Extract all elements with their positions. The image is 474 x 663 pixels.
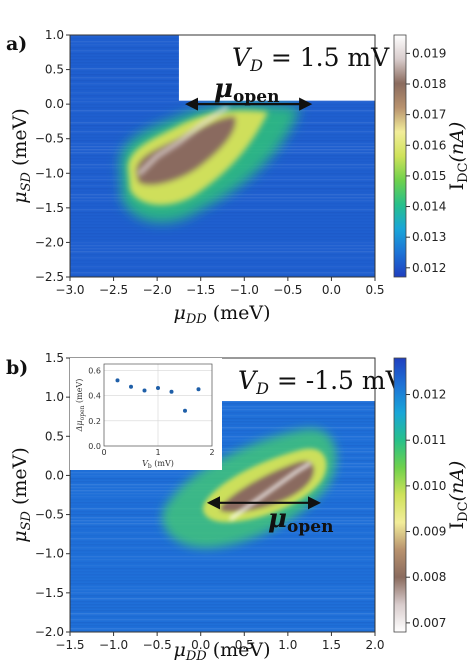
x-tick-label-a: 0.5 [365, 283, 384, 297]
y-tick-label-b: −0.5 [35, 508, 64, 522]
colorbar-tick-label-b: 0.011 [412, 433, 446, 447]
mu-open-label-a: μopen [214, 74, 279, 107]
y-tick-label-b: 0.0 [45, 468, 64, 482]
colorbar-label-a: IDC(nA) [446, 122, 471, 191]
y-tick-label-a: 1.0 [45, 28, 64, 42]
inset-chart: 0 1 2 0.0 0.2 0.4 0.6 Vb (mV) Δμopen (meV) [70, 358, 222, 470]
x-tick-label-a: −2.5 [99, 283, 128, 297]
panel-label-a: a) [6, 33, 27, 55]
x-tick-label-b: 0.0 [191, 638, 210, 652]
x-tick-label-a: −2.0 [143, 283, 172, 297]
colorbar-tick-label-a: 0.016 [412, 138, 446, 152]
annotation-vd-a: VD = 1.5 mV [232, 43, 390, 75]
x-tick-label-b: 0.5 [235, 638, 254, 652]
x-tick-label-a: −1.5 [186, 283, 215, 297]
inset-x-label: Vb (mV) [142, 459, 174, 470]
x-tick-label-b: −1.5 [55, 638, 84, 652]
inset-y-tick-label: 0.4 [88, 392, 101, 401]
colorbar-tick-label-a: 0.012 [412, 261, 446, 275]
inset-x-tick-label: 1 [155, 448, 160, 457]
colorbar-tick-label-b: 0.012 [412, 388, 446, 402]
axes-frame-b [69, 357, 376, 633]
y-tick-label-b: −2.0 [35, 625, 64, 639]
heatmap-a [69, 34, 376, 278]
y-tick-label-a: −1.5 [35, 201, 64, 215]
panel-b: b) −1.5 −1.0 −0.5 0.0 0.5 1.0 1.5 2.0 −2.0−1.5−… [6, 351, 471, 663]
inset-y-tick-label: 0.6 [88, 366, 101, 375]
y-tick-label-a: −0.5 [35, 132, 64, 146]
colorbar-ticks-a: 0.012 0.013 0.014 0.015 0.016 0.017 0.018 0.019 [406, 46, 446, 275]
x-tick-label-b: −0.5 [143, 638, 172, 652]
heatmap-core-blob-a [136, 116, 236, 186]
inset-data-point [129, 384, 133, 389]
y-axis-label-b: μSD (meV) [9, 447, 34, 543]
y-tick-label-b: 1.0 [45, 390, 64, 404]
inset-data-point [196, 387, 201, 392]
x-tick-label-a: −1.0 [230, 283, 259, 297]
annotation-vd-b: VD = -1.5 mV [238, 366, 405, 398]
y-axis-label-a: μSD (meV) [9, 108, 34, 204]
colorbar-gradient-b [393, 357, 407, 633]
missing-data-region-a [178, 35, 375, 101]
x-axis-ticks-b: −1.5 −1.0 −0.5 0.0 0.5 1.0 1.5 2.0 [55, 632, 385, 652]
x-tick-label-b: 1.0 [278, 638, 297, 652]
colorbar-tick-label-a: 0.019 [412, 46, 446, 60]
panel-label-b: b) [6, 357, 28, 379]
x-axis-label-a: μDD (meV) [173, 302, 270, 327]
y-tick-label-b: −1.5 [35, 586, 64, 600]
colorbar-tick-label-a: 0.015 [412, 169, 446, 183]
x-tick-label-b: 2.0 [365, 638, 384, 652]
colorbar-tick-label-b: 0.007 [412, 616, 446, 630]
x-tick-label-a: 0.0 [322, 283, 341, 297]
mu-open-label-b: μopen [268, 504, 333, 537]
x-tick-label-b: 1.5 [322, 638, 341, 652]
inset-x-tick-label: 0 [101, 448, 106, 457]
colorbar-b: 0.007 0.008 0.009 0.010 0.011 0.012 IDC(nA) [393, 357, 471, 633]
colorbar-a: 0.012 0.013 0.014 0.015 0.016 0.017 0.018 0.019… [393, 34, 471, 278]
inset-x-tick-label: 2 [209, 448, 214, 457]
x-axis-ticks-a: −3.0 −2.5 −2.0 −1.5 −1.0 −0.5 0.0 0.5 [55, 277, 385, 297]
inset-y-tick-label: 0.0 [88, 442, 101, 451]
colorbar-tick-label-b: 0.009 [412, 525, 446, 539]
y-tick-label-a: −2.5 [35, 270, 64, 284]
colorbar-ticks-b: 0.007 0.008 0.009 0.010 0.011 0.012 [406, 388, 446, 630]
colorbar-gradient-a [393, 34, 407, 278]
inset-data-point [115, 378, 120, 383]
inset-data-point [169, 389, 174, 394]
colorbar-tick-label-a: 0.018 [412, 77, 446, 91]
colorbar-tick-label-a: 0.014 [412, 200, 446, 214]
y-tick-label-b: −1.0 [35, 547, 64, 561]
x-tick-label-a: −3.0 [55, 283, 84, 297]
colorbar-tick-label-b: 0.008 [412, 570, 446, 584]
y-tick-label-a: 0.0 [45, 97, 64, 111]
inset-data-point [156, 386, 160, 390]
axes-frame-a [69, 34, 376, 278]
inset-frame [103, 363, 213, 447]
inset-data-point [183, 408, 187, 413]
colorbar-tick-label-b: 0.010 [412, 479, 446, 493]
heatmap-ridge-a [137, 105, 229, 176]
inset-data-point [142, 388, 147, 393]
inset-y-tick-label: 0.2 [88, 417, 101, 426]
y-tick-label-b: 0.5 [45, 429, 64, 443]
colorbar-tick-label-a: 0.013 [412, 230, 446, 244]
x-tick-label-a: −0.5 [273, 283, 302, 297]
x-axis-label-b: μDD (meV) [173, 639, 270, 663]
inset-background [70, 358, 222, 470]
x-tick-label-b: −1.0 [99, 638, 128, 652]
y-axis-ticks-b: −2.0 −1.5 −1.0 −0.5 0.0 0.5 1.0 1.5 [35, 351, 70, 639]
y-axis-ticks-a: −2.5 −2.0 −1.5 −1.0 −0.5 0.0 0.5 1.0 [35, 28, 70, 284]
inset-y-label: Δμopen (meV) [75, 379, 86, 433]
y-tick-label-b: 1.5 [45, 351, 64, 365]
colorbar-label-b: IDC(nA) [446, 461, 471, 530]
y-tick-label-a: 0.5 [45, 63, 64, 77]
y-tick-label-a: −1.0 [35, 166, 64, 180]
inset-ticks: 0 1 2 0.0 0.2 0.4 0.6 [88, 366, 214, 457]
panel-a: a) −3.0 −2.5 −2.0 −1.5 −1.0 −0.5 0.0 0.5 −2.5−2… [6, 28, 471, 327]
y-tick-label-a: −2.0 [35, 235, 64, 249]
colorbar-tick-label-a: 0.017 [412, 108, 446, 122]
inset-points [115, 378, 201, 413]
